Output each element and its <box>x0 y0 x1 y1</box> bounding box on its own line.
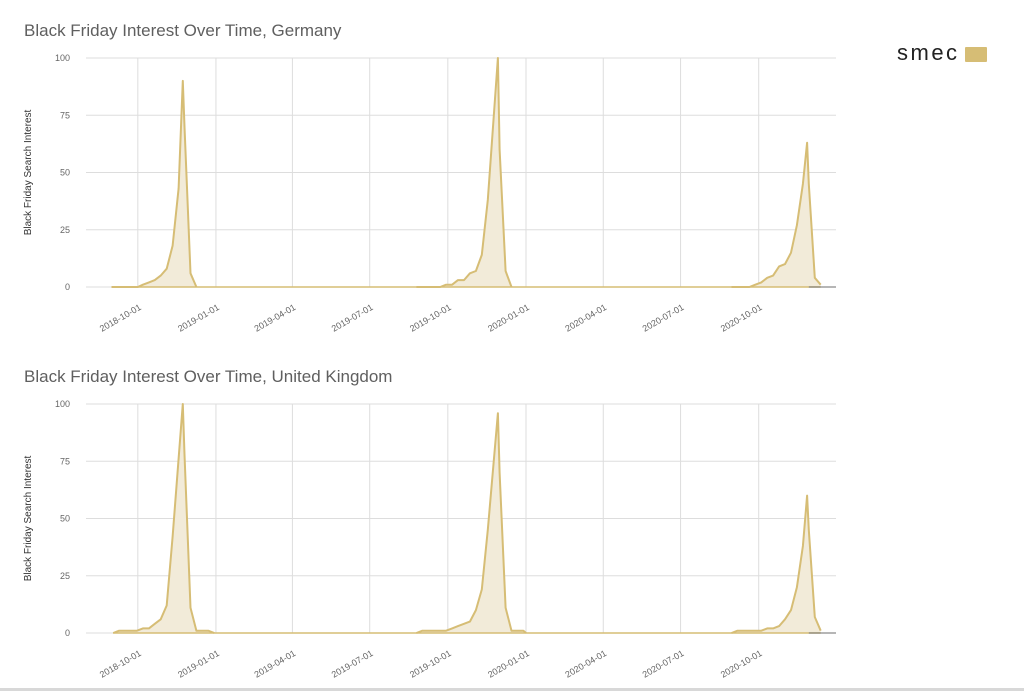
brand-logo: smec <box>897 40 987 66</box>
chart-title-united-kingdom: Black Friday Interest Over Time, United … <box>24 367 393 386</box>
x-tick-label: 2019-10-01 <box>408 648 453 680</box>
x-tick-label: 2019-01-01 <box>176 302 221 334</box>
x-tick-label: 2019-10-01 <box>408 302 453 334</box>
area-fill-season-2 <box>416 413 526 633</box>
x-tick-label: 2020-07-01 <box>641 648 686 680</box>
x-tick-label: 2018-10-01 <box>98 648 143 680</box>
brand-name: smec <box>897 40 960 65</box>
x-tick-label: 2019-01-01 <box>176 648 221 680</box>
x-tick-label: 2020-10-01 <box>719 302 764 334</box>
x-tick-label: 2020-10-01 <box>719 648 764 680</box>
y-tick-label: 0 <box>65 282 70 292</box>
x-tick-label: 2018-10-01 <box>98 302 143 334</box>
series-line-season-1 <box>112 403 215 634</box>
x-tick-label: 2019-07-01 <box>330 302 375 334</box>
area-fill-season-3 <box>731 142 821 287</box>
series-line-season-2 <box>416 412 527 634</box>
x-tick-label: 2019-04-01 <box>253 648 298 680</box>
area-fill-season-3 <box>731 495 821 633</box>
y-tick-label: 25 <box>60 571 70 581</box>
series-line-season-3 <box>731 494 822 634</box>
y-tick-label: 0 <box>65 628 70 638</box>
brand-square-icon <box>964 47 987 62</box>
x-tick-label: 2019-07-01 <box>330 648 375 680</box>
x-tick-label: 2020-07-01 <box>641 302 686 334</box>
chart-germany: 0 25 50 75 100 2018-10-01 2019-01-01 2019-04-01… <box>23 53 836 334</box>
y-tick-label: 100 <box>55 53 70 63</box>
x-tick-label: 2020-04-01 <box>563 302 608 334</box>
y-axis-label: Black Friday Search Interest <box>23 109 34 235</box>
y-tick-label: 75 <box>60 110 70 120</box>
x-tick-label: 2020-04-01 <box>563 648 608 680</box>
y-tick-label: 100 <box>55 399 70 409</box>
y-tick-label: 50 <box>60 514 70 524</box>
chart-united-kingdom: 0 25 50 75 100 2018-10-01 2019-01-01 2019-04-01… <box>23 399 836 680</box>
x-tick-label: 2020-01-01 <box>486 648 531 680</box>
area-fill-season-1 <box>111 80 197 288</box>
y-axis-label: Black Friday Search Interest <box>23 455 34 581</box>
y-tick-label: 25 <box>60 225 70 235</box>
bottom-divider <box>0 688 1024 691</box>
x-tick-label: 2019-04-01 <box>253 302 298 334</box>
y-tick-label: 75 <box>60 456 70 466</box>
chart-title-germany: Black Friday Interest Over Time, Germany <box>24 21 342 40</box>
area-fill-season-2 <box>416 58 512 287</box>
x-tick-label: 2020-01-01 <box>486 302 531 334</box>
y-tick-label: 50 <box>60 168 70 178</box>
